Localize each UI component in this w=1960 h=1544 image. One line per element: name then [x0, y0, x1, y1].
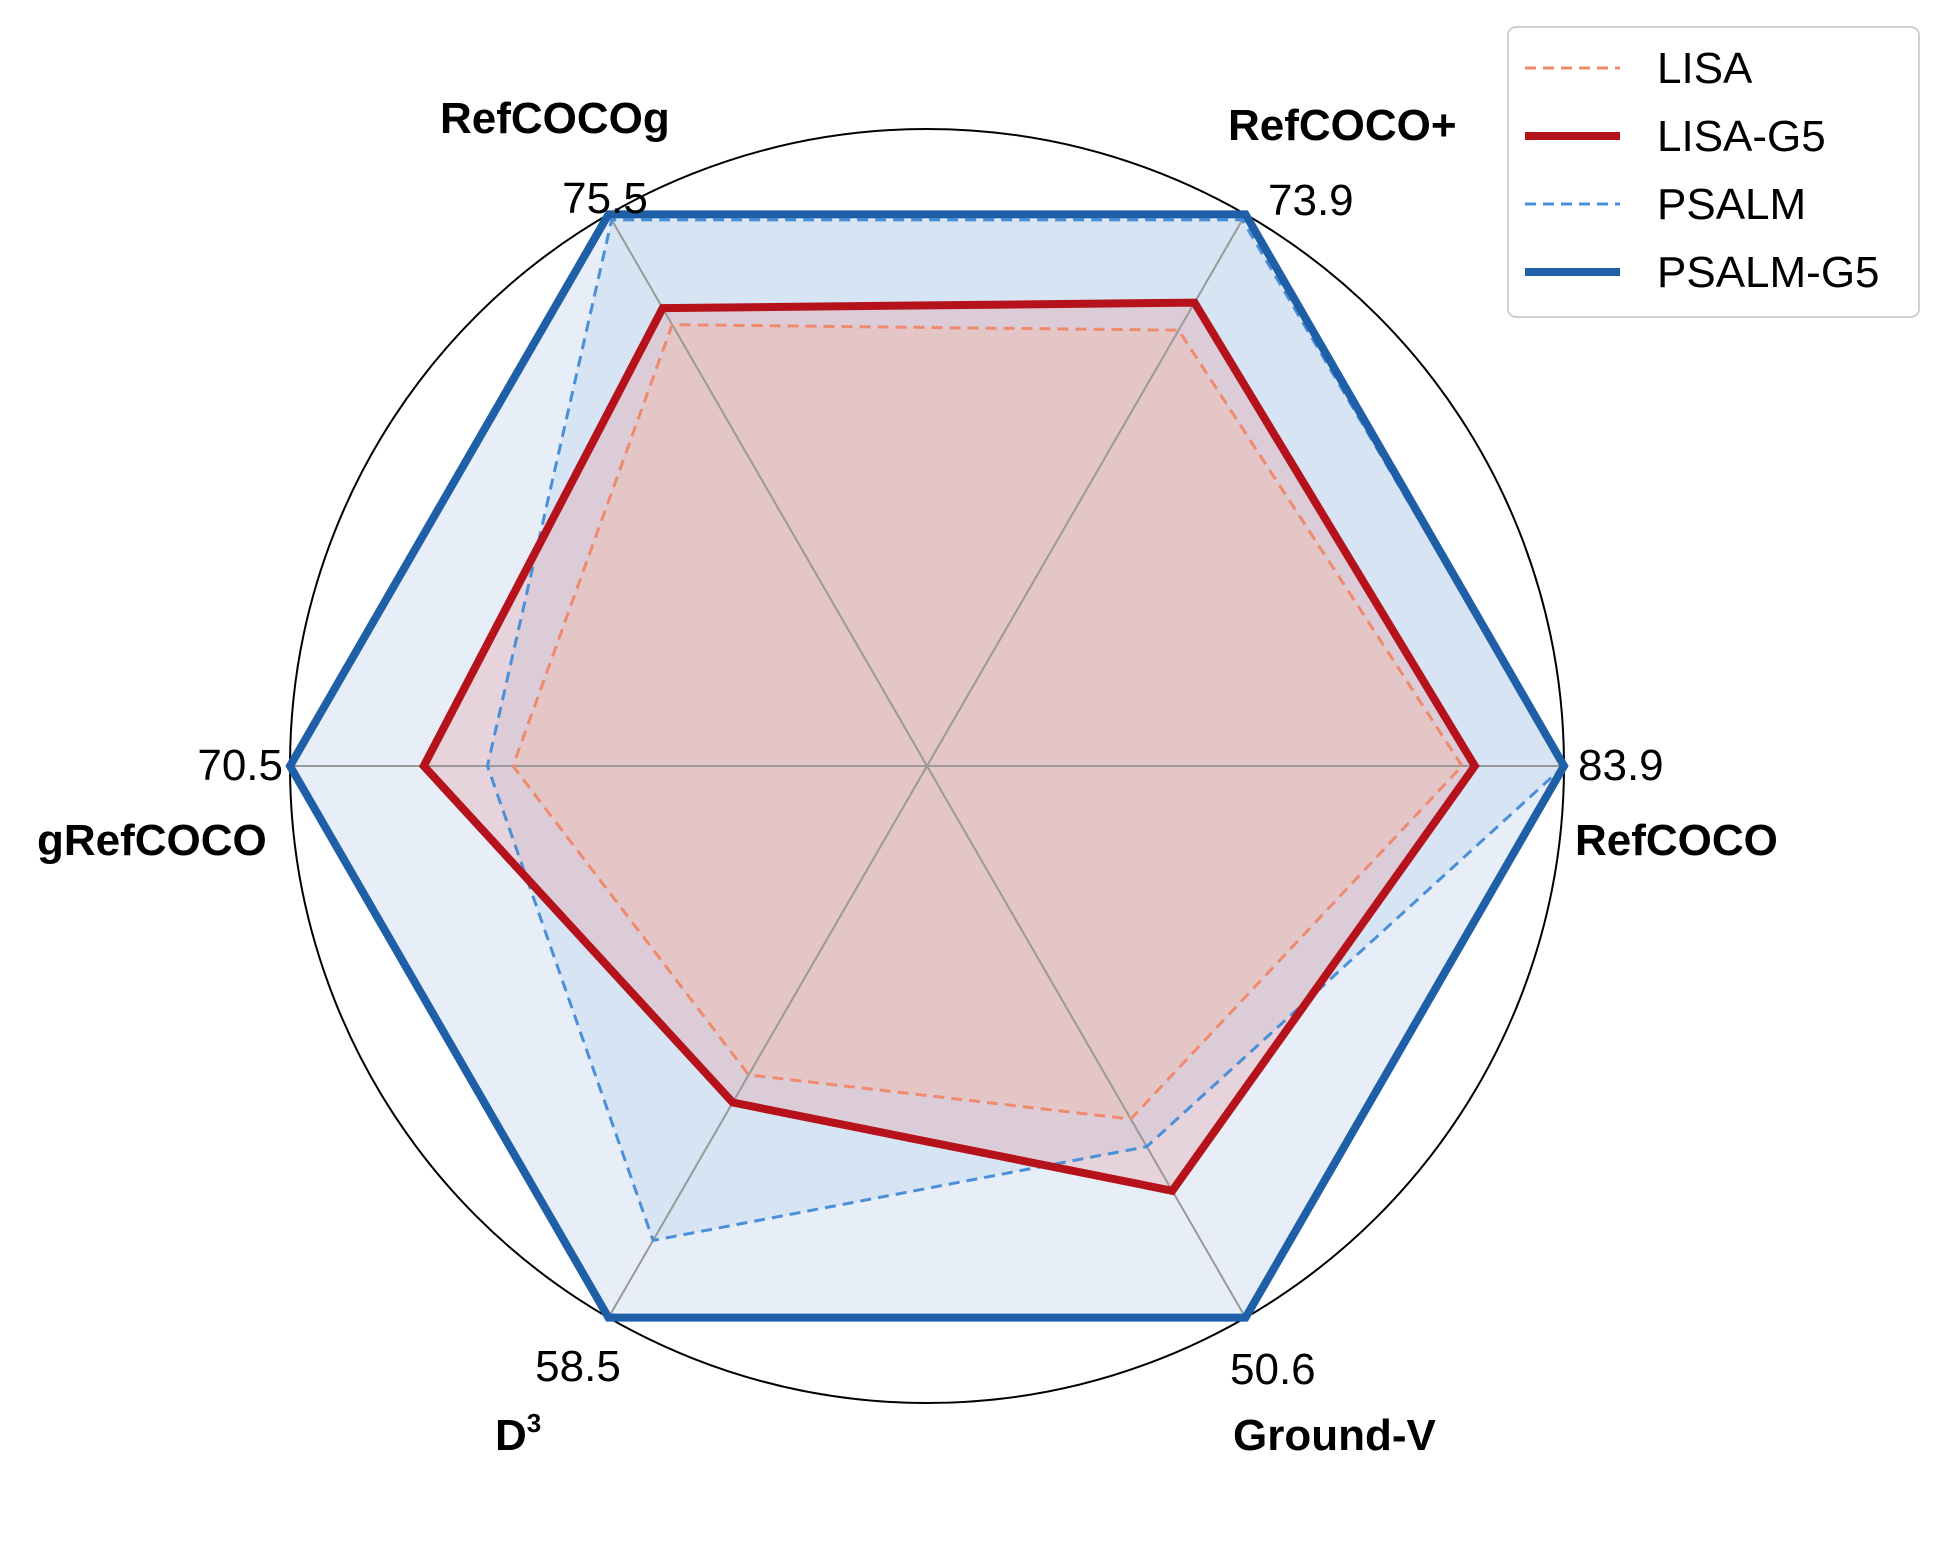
axis-name-label-4: D3 — [495, 1408, 541, 1460]
axis-name-text-0: RefCOCO — [1575, 816, 1778, 865]
legend-label-lisa-g5: LISA-G5 — [1657, 112, 1826, 161]
axis-name-text-4: D — [495, 1411, 527, 1460]
series-line-lisa-g5 — [418, 298, 1480, 1196]
axis-name-label-1: RefCOCO+ — [1228, 101, 1457, 150]
axis-labels: 83.9 RefCOCO 73.9 RefCOCO+ 75.5 RefCOCOg 70.5 g… — [37, 94, 1778, 1460]
legend-label-psalm: PSALM — [1657, 180, 1806, 229]
axis-max-label-5: 50.6 — [1230, 1345, 1316, 1394]
axis-max-label-2: 75.5 — [562, 174, 648, 223]
series-line-psalm — [485, 218, 1566, 1243]
legend: LISA LISA-G5 PSALM PSALM-G5 — [1507, 26, 1920, 318]
legend-box — [1507, 26, 1920, 318]
axis-name-text-2: RefCOCOg — [440, 94, 670, 143]
axis-name-text-1: RefCOCO+ — [1228, 101, 1457, 150]
spoke-4 — [607, 765, 928, 1319]
axis-max-label-0: 83.9 — [1578, 741, 1664, 790]
axis-max-label-1: 73.9 — [1268, 176, 1354, 225]
series-line-lisa — [511, 323, 1464, 1121]
axis-name-text-3: gRefCOCO — [37, 816, 267, 865]
series-fill-lisa — [512, 324, 1463, 1120]
axis-name-label-5: Ground-V — [1233, 1411, 1437, 1460]
axis-name-label-3: gRefCOCO — [37, 816, 267, 865]
axis-name-label-0: RefCOCO — [1575, 816, 1778, 865]
spoke-5 — [926, 765, 1247, 1319]
axis-max-label-4: 58.5 — [535, 1342, 621, 1391]
legend-label-lisa: LISA — [1657, 44, 1753, 93]
series-lines — [285, 210, 1569, 1322]
axis-name-text-5: Ground-V — [1233, 1411, 1437, 1460]
legend-label-psalm-g5: PSALM-G5 — [1657, 248, 1880, 297]
series-line-psalm-g5 — [285, 210, 1569, 1322]
axis-name-superscript-4: 3 — [527, 1408, 541, 1438]
series-fill-lisa-g5 — [423, 302, 1475, 1191]
axis-name-label-2: RefCOCOg — [440, 94, 670, 143]
axis-max-label-3: 70.5 — [197, 741, 283, 790]
